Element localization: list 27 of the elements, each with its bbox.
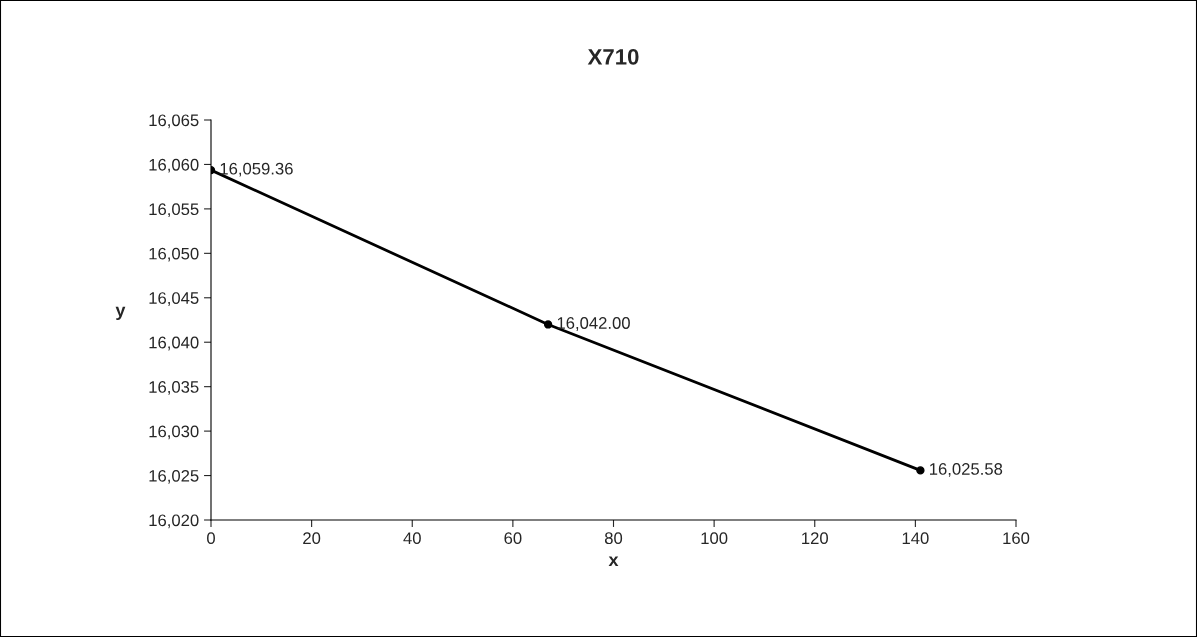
x-tick-label: 0 [207,532,215,545]
data-label: 16,025.58 [930,463,1003,477]
data-label: 16,042.00 [557,317,630,331]
y-tick-label: 16,065 [149,114,199,129]
y-tick-label: 16,050 [149,247,199,262]
y-tick-label: 16,045 [149,292,199,306]
point [916,466,925,475]
x-tick-label: 60 [504,532,522,545]
x-tick-label: 120 [802,532,828,545]
y-tick-label: 16,060 [149,158,199,173]
y-tick-label: 16,055 [149,203,199,218]
y-tick-label: 16,025 [149,469,199,484]
chart-title: X710 [587,48,639,65]
x-tick-label: 160 [1003,532,1030,545]
x-tick-label: 40 [403,532,421,545]
y-axis-title: y [115,306,126,320]
x-tick-label: 100 [701,532,728,545]
x-tick-label: 140 [902,532,929,545]
y-tick-label: 16,030 [149,425,199,440]
data-label: 16,059.36 [220,162,293,177]
x-tick-label: 20 [303,532,321,545]
x-tick-label: 80 [604,532,623,545]
x-axis-title: x [608,556,619,566]
y-tick-label: 16,020 [149,514,199,529]
point [543,320,553,329]
y-tick-label: 16,040 [149,336,199,351]
y-tick-label: 16,035 [149,381,199,395]
